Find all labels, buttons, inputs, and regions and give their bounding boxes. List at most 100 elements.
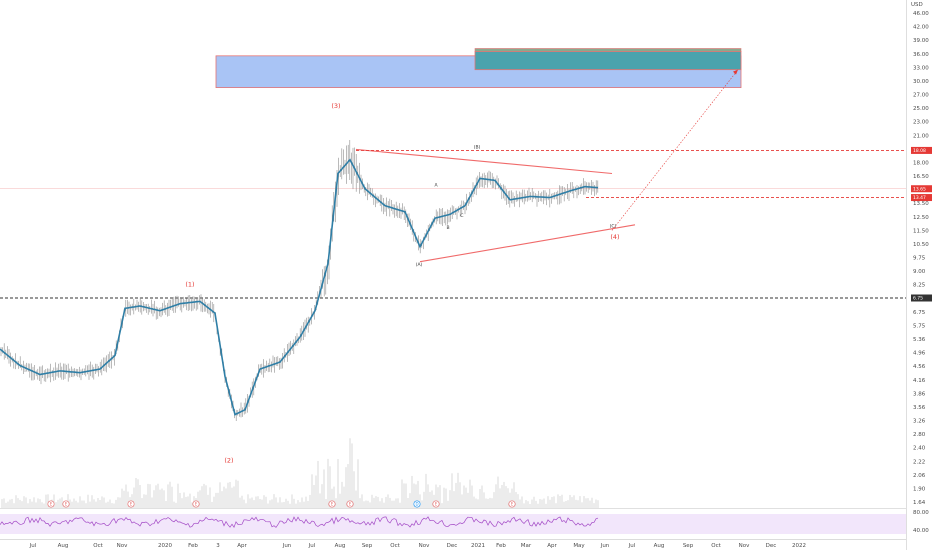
projection-arrowhead — [733, 69, 738, 75]
volume-bar — [307, 500, 309, 508]
earnings-marker[interactable] — [328, 500, 336, 508]
volume-bar — [277, 502, 279, 508]
price-axis[interactable]: 46.00 42.00 39.00 36.00 33.00 30.00 27.00 25.00… — [911, 11, 932, 534]
volume-bar — [113, 503, 115, 508]
volume-bar — [45, 494, 47, 508]
moving-average-line — [0, 158, 599, 416]
volume-bar — [109, 499, 111, 508]
volume-bar — [299, 502, 301, 508]
earnings-marker[interactable] — [127, 500, 135, 508]
rsi-line — [0, 516, 599, 528]
earnings-marker[interactable] — [192, 500, 200, 508]
earnings-marker[interactable] — [62, 500, 70, 508]
volume-bar — [431, 490, 433, 508]
time-tick-label: Oct — [711, 543, 721, 549]
volume-bar — [57, 499, 59, 508]
rsi-tick-label: 40.00 — [913, 528, 929, 534]
volume-bar — [529, 503, 531, 508]
volume-bar — [425, 473, 427, 508]
time-tick-label: Nov — [739, 543, 750, 549]
volume-bar — [83, 500, 85, 508]
event-marker-label: D — [415, 502, 418, 507]
price-tick-label: 25.00 — [913, 106, 929, 112]
volume-bar — [175, 502, 177, 508]
time-axis[interactable]: Jul Aug Oct Nov 2020 Feb 3 Apr Jun Jul Aug Sep Oct No… — [29, 543, 806, 549]
time-tick-label: Apr — [547, 543, 557, 549]
earnings-marker[interactable] — [47, 500, 55, 508]
rsi-indicator — [0, 516, 599, 528]
volume-bar — [577, 500, 579, 508]
volume-bar — [303, 501, 305, 508]
volume-bar — [209, 487, 211, 508]
time-tick-label: 3 — [216, 543, 220, 549]
volume-bar — [489, 497, 491, 508]
time-tick-label: Oct — [93, 543, 103, 549]
volume-bar — [331, 488, 333, 508]
volume-bar — [335, 498, 337, 508]
price-tick-label: 33.00 — [913, 65, 929, 71]
volume-bar — [13, 503, 15, 508]
volume-bar — [345, 467, 347, 508]
volume-bar — [21, 501, 23, 508]
volume-bar — [121, 488, 123, 508]
time-tick-label: 2021 — [471, 543, 485, 549]
volume-bar — [169, 481, 171, 508]
volume-bar — [337, 459, 339, 508]
volume-bar — [223, 486, 225, 508]
price-tick-label: 4.96 — [913, 351, 926, 357]
volume-bar — [437, 487, 439, 508]
price-tag-label: 13.65 — [913, 186, 926, 192]
volume-bar — [151, 497, 153, 508]
earnings-marker[interactable] — [508, 500, 516, 508]
volume-bar — [527, 501, 529, 508]
sub-wave-label: C — [460, 213, 463, 219]
volume-bar — [491, 498, 493, 508]
event-marker-label: E — [65, 502, 68, 507]
rsi-band — [0, 514, 906, 534]
volume-bar — [55, 502, 57, 508]
volume-bar — [483, 492, 485, 508]
earnings-marker[interactable] — [432, 500, 440, 508]
volume-bar — [549, 499, 551, 508]
volume-bar — [517, 494, 519, 508]
volume-bar — [231, 487, 233, 508]
volume-bar — [317, 460, 319, 508]
volume-bar — [301, 497, 303, 508]
volume-bar — [23, 496, 25, 508]
volume-bar — [243, 499, 245, 508]
volume-bar — [531, 499, 533, 508]
volume-bar — [211, 501, 213, 508]
volume-bar — [9, 499, 11, 508]
volume-bar — [435, 484, 437, 508]
volume-bar — [159, 489, 161, 508]
volume-bar — [389, 497, 391, 508]
volume-bar — [395, 498, 397, 508]
dividend-marker[interactable] — [413, 500, 421, 508]
time-tick-label: Sep — [683, 543, 694, 549]
volume-bar — [165, 500, 167, 508]
volume-bar — [475, 498, 477, 508]
volume-bar — [147, 483, 149, 508]
volume-bar — [385, 496, 387, 508]
volume-bar — [465, 487, 467, 508]
volume-bar — [377, 496, 379, 508]
volume-bar — [247, 494, 249, 508]
time-tick-label: Aug — [654, 543, 665, 549]
volume-bar — [95, 501, 97, 508]
volume-bar — [187, 496, 189, 508]
price-tag — [911, 185, 932, 193]
volume-bar — [111, 503, 113, 508]
event-marker-label: E — [435, 502, 438, 507]
volume-bar — [11, 498, 13, 508]
volume-bar — [383, 502, 385, 508]
price-tick-label: 39.00 — [913, 38, 929, 44]
volume-bar — [259, 498, 261, 508]
volume-bar — [333, 486, 335, 508]
volume-bar — [255, 496, 257, 508]
volume-bar — [33, 497, 35, 508]
volume-bar — [43, 503, 45, 508]
volume-bar — [101, 496, 103, 508]
earnings-marker[interactable] — [346, 500, 354, 508]
